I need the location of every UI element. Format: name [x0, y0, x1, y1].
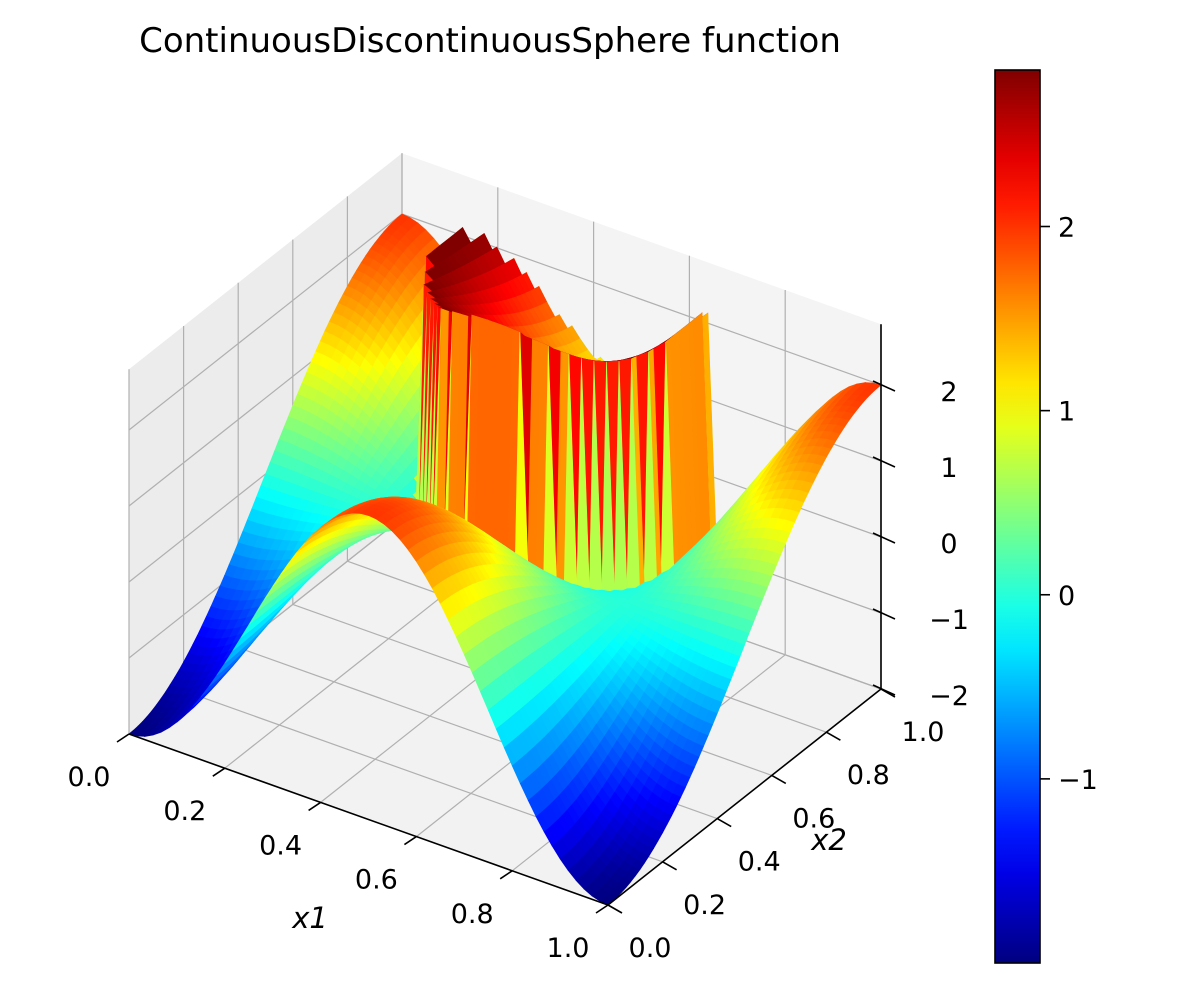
y-axis-label: x2	[810, 823, 847, 857]
axes-3d: 0.0 0.2 0.4 0.6 0.8 1.0 0.0 0.2 0.4 0.6 0.8 1.0 −2…	[68, 153, 969, 964]
y-tick-label: 0.8	[847, 760, 890, 791]
y-tick-label: 1.0	[902, 717, 945, 748]
z-tick-label: 0	[940, 529, 957, 560]
x-axis-line	[128, 733, 609, 906]
x-tick-mark	[116, 733, 130, 743]
colorbar: −1 0 1 2	[994, 69, 1098, 964]
x-axis-label: x1	[291, 901, 328, 935]
colorbar-tick-label: −1	[1058, 765, 1098, 796]
colorbar-ticks: −1 0 1 2	[1040, 213, 1098, 796]
x-tick-mark	[403, 835, 417, 846]
y-tick-label: 0.0	[629, 933, 672, 964]
y-tick-mark	[826, 731, 841, 741]
y-tick-label: 0.4	[738, 847, 781, 878]
surface-plot	[128, 213, 882, 906]
y-tick-label: 0.6	[792, 803, 835, 834]
x-tick-label: 0.4	[259, 830, 302, 861]
z-tick-label: 1	[940, 453, 957, 484]
z-tick-mark	[872, 608, 896, 620]
x-tick-mark	[308, 801, 322, 812]
x-axis-ticks: 0.0 0.2 0.4 0.6 0.8 1.0	[68, 733, 609, 964]
z-tick-mark	[872, 684, 896, 696]
x-tick-label: 0.0	[68, 762, 111, 793]
chart-title: ContinuousDiscontinuousSphere function	[139, 21, 841, 61]
x-tick-label: 0.2	[163, 796, 206, 827]
colorbar-gradient	[994, 69, 1041, 964]
z-tick-label: −1	[929, 605, 969, 636]
grid-line-z-left	[128, 213, 403, 431]
colorbar-tick-label: 1	[1058, 397, 1075, 428]
z-axis-ticks: −2 −1 0 1 2	[872, 377, 969, 712]
x-tick-label: 0.6	[355, 865, 398, 896]
y-tick-mark	[662, 861, 677, 871]
z-tick-mark	[872, 456, 896, 468]
y-tick-mark	[607, 904, 623, 914]
x-tick-label: 0.8	[451, 899, 494, 930]
y-tick-label: 0.2	[683, 890, 726, 921]
colorbar-tick-label: 0	[1058, 581, 1075, 612]
colorbar-tick-label: 2	[1058, 213, 1075, 244]
x-tick-mark	[212, 767, 226, 777]
z-tick-label: −2	[929, 681, 969, 712]
y-tick-mark	[771, 774, 787, 785]
z-tick-label: 2	[940, 377, 957, 408]
x-tick-mark	[595, 904, 609, 914]
y-axis-ticks: 0.0 0.2 0.4 0.6 0.8 1.0	[607, 688, 945, 964]
z-tick-mark	[872, 532, 896, 544]
z-tick-mark	[872, 380, 896, 392]
left-wall-pane	[129, 153, 402, 734]
x-tick-label: 1.0	[547, 933, 590, 964]
y-axis-line	[607, 688, 882, 906]
y-tick-mark	[716, 817, 732, 828]
x-tick-mark	[499, 870, 513, 880]
